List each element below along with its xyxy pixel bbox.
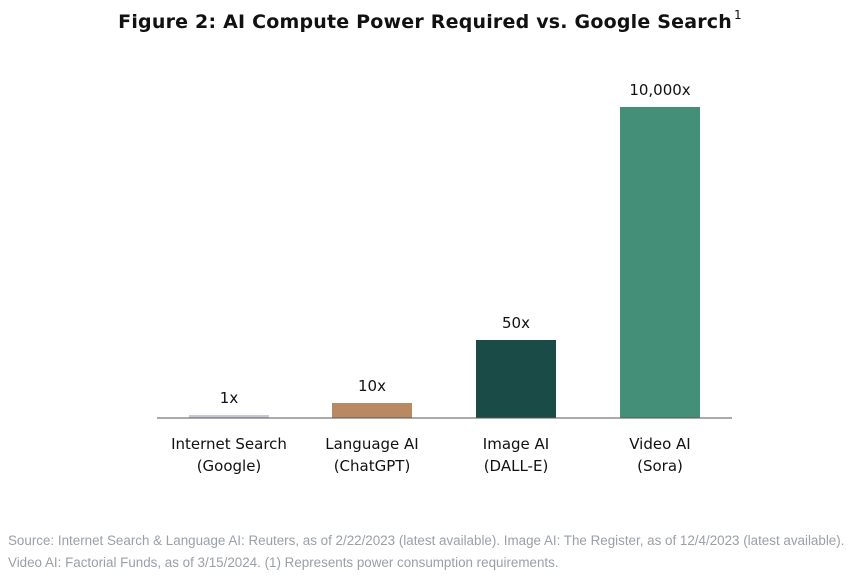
source-note: Source: Internet Search & Language AI: R… [8,533,845,570]
category-label-0-line-1: (Google) [197,457,262,475]
bars-group [189,107,700,418]
chart-title-text: Figure 2: AI Compute Power Required vs. … [118,11,732,33]
data-label-3: 10,000x [629,81,690,99]
category-label-0-line-0: Internet Search [171,435,287,453]
labels-group: 1x Internet Search (Google) 10x Language AI (… [171,81,691,475]
bar-2 [476,340,556,418]
category-label-3-line-0: Video AI [629,435,690,453]
bar-0 [189,415,269,418]
chart-title: Figure 2: AI Compute Power Required vs. … [0,8,860,33]
title-footnote-marker: 1 [734,8,742,22]
data-label-1: 10x [358,377,386,395]
data-label-0: 1x [220,389,239,407]
bar-chart: 1x Internet Search (Google) 10x Language AI (… [157,81,732,475]
category-label-1-line-1: (ChatGPT) [334,457,411,475]
category-label-1-line-0: Language AI [325,435,418,453]
data-label-2: 50x [502,314,530,332]
bar-3 [620,107,700,418]
bar-1 [332,403,412,418]
category-label-2-line-1: (DALL-E) [484,457,549,475]
category-label-3-line-1: (Sora) [637,457,683,475]
category-label-2-line-0: Image AI [483,435,549,453]
